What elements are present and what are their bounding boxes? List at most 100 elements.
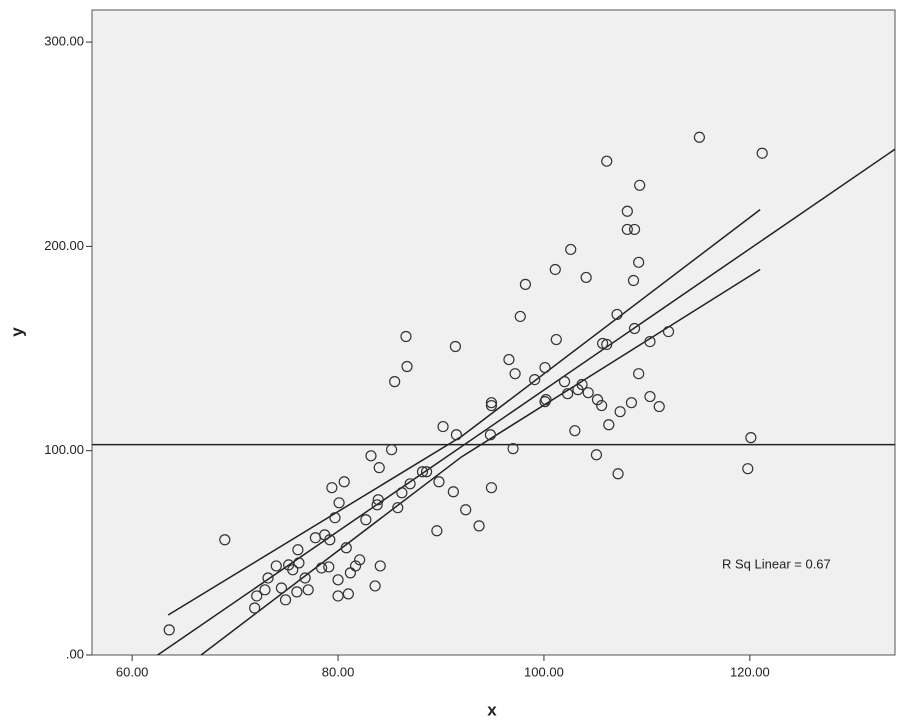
point [550,333,562,346]
point [251,590,263,602]
point [625,397,638,409]
point [460,504,472,516]
point [329,512,341,524]
point [299,572,311,584]
point [519,278,532,290]
point [509,368,521,380]
point [163,624,175,636]
point [756,147,768,159]
point [612,468,624,480]
point [437,420,449,433]
point [601,155,613,167]
x-axis-label: x [487,700,497,719]
point [249,602,261,614]
point [591,394,604,406]
point [259,584,271,596]
point [401,360,413,373]
point [529,373,541,386]
point [420,466,433,478]
plot-area [91,9,896,656]
point [597,337,609,350]
point [627,274,640,287]
point [292,544,304,556]
fit-line [156,148,895,655]
point [400,330,412,343]
point [293,557,305,569]
point [569,425,581,437]
y-axis-label: y [7,327,26,337]
point [590,449,603,461]
point [291,586,303,598]
point [634,179,646,191]
point [549,263,561,276]
point [374,560,386,572]
point [324,534,336,546]
point [373,462,385,474]
point [473,520,485,532]
point [332,574,344,586]
point [601,338,613,351]
point [540,394,552,406]
x-tick-label: 120.00 [730,664,770,679]
point [503,353,515,366]
point [302,584,314,596]
point [404,478,416,490]
point [576,378,588,391]
point [333,497,345,509]
point [315,562,328,574]
y-tick-label: 100.00 [44,442,84,457]
point [323,561,335,573]
point [614,406,626,418]
point [539,361,551,374]
point [365,450,377,462]
point [340,542,352,554]
point [644,335,656,348]
point [326,482,338,494]
point [484,429,497,441]
point [416,466,429,478]
point [507,443,519,455]
y-tick-label: .00 [66,646,84,661]
point [372,494,384,506]
point [485,482,498,494]
point [562,388,574,400]
point [745,432,757,444]
point [644,390,656,403]
point [449,340,462,353]
point [219,534,231,546]
point [633,368,645,380]
point [279,594,292,606]
point [621,223,633,236]
point [611,308,623,321]
point [742,463,754,475]
point [633,256,645,268]
point [270,560,282,572]
point [262,572,274,584]
point [565,243,577,256]
point [603,419,615,431]
point [693,131,705,143]
point [514,310,526,323]
point [653,400,665,413]
point [338,476,350,488]
point [342,588,354,600]
point [662,325,675,338]
point [371,499,383,511]
y-tick-label: 300.00 [44,34,84,49]
point [431,525,443,537]
point [485,397,498,409]
point [628,223,641,236]
plot-layer [92,131,895,655]
point [389,376,401,388]
point [582,387,594,399]
point [369,580,381,592]
point [349,560,362,572]
point [392,502,404,514]
point [433,476,445,488]
point [485,399,498,412]
confidence-band [200,268,761,655]
point [332,590,344,602]
point [287,564,299,576]
point [628,322,641,335]
point [595,399,608,412]
